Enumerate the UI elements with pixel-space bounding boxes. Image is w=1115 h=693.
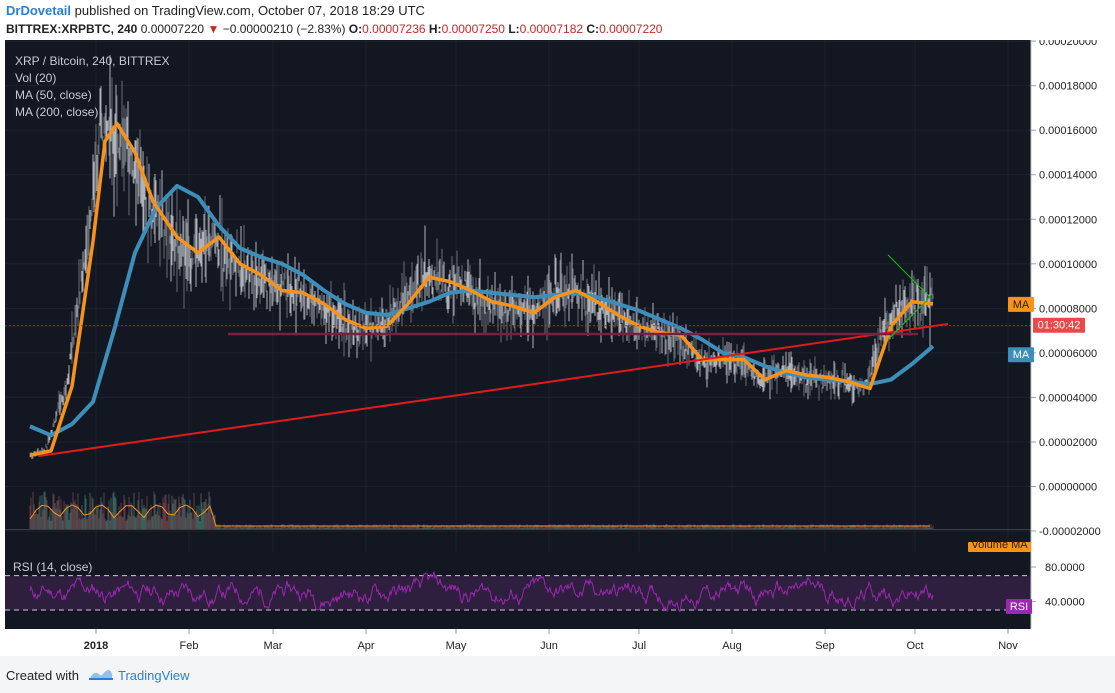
x-tick-label: Aug xyxy=(722,640,742,652)
triangle-upper xyxy=(887,254,931,298)
ma200-legend: MA (200, close) xyxy=(15,105,98,119)
publish-header: DrDovetail published on TradingView.com,… xyxy=(6,3,425,19)
author-name[interactable]: DrDovetail xyxy=(6,3,72,18)
rsi-tick-label: 40.0000 xyxy=(1045,596,1085,608)
rsi-badge-bg xyxy=(1006,599,1032,614)
ma50-badge[interactable]: MA xyxy=(1013,299,1030,311)
y-tick-label: 0.00018000 xyxy=(1039,81,1097,93)
y-tick-label: 0.00016000 xyxy=(1039,125,1097,137)
price-axis[interactable] xyxy=(1031,40,1110,629)
x-tick-label: Nov xyxy=(998,640,1018,652)
volume-ma-line xyxy=(29,504,930,527)
chart-title-legend: XRP / Bitcoin, 240, BITTREX xyxy=(15,54,170,68)
x-tick-label: May xyxy=(446,640,467,652)
pane-separator xyxy=(5,529,1031,530)
y-tick-label: 0.00014000 xyxy=(1039,170,1097,182)
rsi-badge[interactable]: RSI xyxy=(1010,601,1028,613)
ma50-legend: MA (50, close) xyxy=(15,88,92,102)
ma50-line xyxy=(29,121,934,458)
close-value: 0.00007220 xyxy=(599,22,663,36)
symbol-header: BITTREX:XRPBTC, 240 0.00007220 ▼ −0.0000… xyxy=(6,22,662,38)
x-tick-label: Oct xyxy=(906,640,923,652)
x-tick-label: Apr xyxy=(357,640,374,652)
y-tick-label: 0.00012000 xyxy=(1039,214,1097,226)
ma200-badge-bg xyxy=(1008,347,1034,363)
countdown-badge-bg xyxy=(1033,317,1085,333)
volume-ma-badge[interactable]: Volume MA xyxy=(971,539,1028,551)
x-tick-label: Feb xyxy=(180,640,199,652)
symbol-label: BITTREX:XRPBTC, 240 xyxy=(6,22,138,36)
volume-ma-badge-bg xyxy=(968,542,1031,552)
low-value: 0.00007182 xyxy=(519,22,584,36)
x-tick-label: Mar xyxy=(264,640,283,652)
price-change: −0.00000210 (−2.83%) xyxy=(222,22,346,36)
y-tick-label: 0.00008000 xyxy=(1039,303,1097,315)
vol-legend: Vol (20) xyxy=(15,71,56,85)
y-tick-label: 0.00010000 xyxy=(1039,259,1097,271)
open-label: O: xyxy=(348,22,363,36)
tradingview-link[interactable]: TradingView xyxy=(118,668,190,683)
high-value: 0.00007250 xyxy=(441,22,505,36)
x-tick-label: Jun xyxy=(540,640,558,652)
triangle-lower xyxy=(887,296,931,340)
price-chart[interactable]: RSI (14, close) 0.00020000 0.00018000 0.00… xyxy=(5,40,1110,654)
published-text: published on TradingView.com, October 07… xyxy=(74,3,425,18)
footer: Created with TradingView xyxy=(0,656,1115,693)
ma50-badge-bg xyxy=(1008,296,1034,312)
tradingview-logo-icon[interactable] xyxy=(88,667,114,681)
down-arrow-icon: ▼ xyxy=(207,22,220,36)
close-label: C: xyxy=(586,22,600,36)
ma200-badge[interactable]: MA xyxy=(1013,349,1030,361)
rsi-band xyxy=(5,575,1031,610)
open-value: 0.00007236 xyxy=(362,22,426,36)
countdown-badge[interactable]: 01:30:42 xyxy=(1038,320,1081,332)
y-tick-label: 0.00004000 xyxy=(1039,392,1097,404)
y-tick-label: 0.00002000 xyxy=(1039,437,1097,449)
rsi-line xyxy=(29,571,934,613)
y-tick-label: 0.00020000 xyxy=(1039,40,1097,48)
rsi-legend: RSI (14, close) xyxy=(13,560,92,574)
low-label: L: xyxy=(508,22,520,36)
main-pane[interactable] xyxy=(5,40,1031,529)
y-tick-label: -0.00002000 xyxy=(1039,526,1101,538)
y-tick-label: 0.00006000 xyxy=(1039,348,1097,360)
high-label: H: xyxy=(428,22,442,36)
ascending-trendline xyxy=(38,322,949,457)
x-tick-label: Sep xyxy=(815,640,835,652)
x-tick-label: Jul xyxy=(632,640,646,652)
chart-frame[interactable]: RSI (14, close) 0.00020000 0.00018000 0.00… xyxy=(5,40,1110,654)
rsi-tick-label: 80.0000 xyxy=(1045,562,1085,574)
created-with-text: Created with xyxy=(6,668,79,683)
y-tick-label: 0.00000000 xyxy=(1039,482,1097,494)
x-tick-label: 2018 xyxy=(84,640,108,652)
last-price: 0.00007220 xyxy=(140,22,205,36)
